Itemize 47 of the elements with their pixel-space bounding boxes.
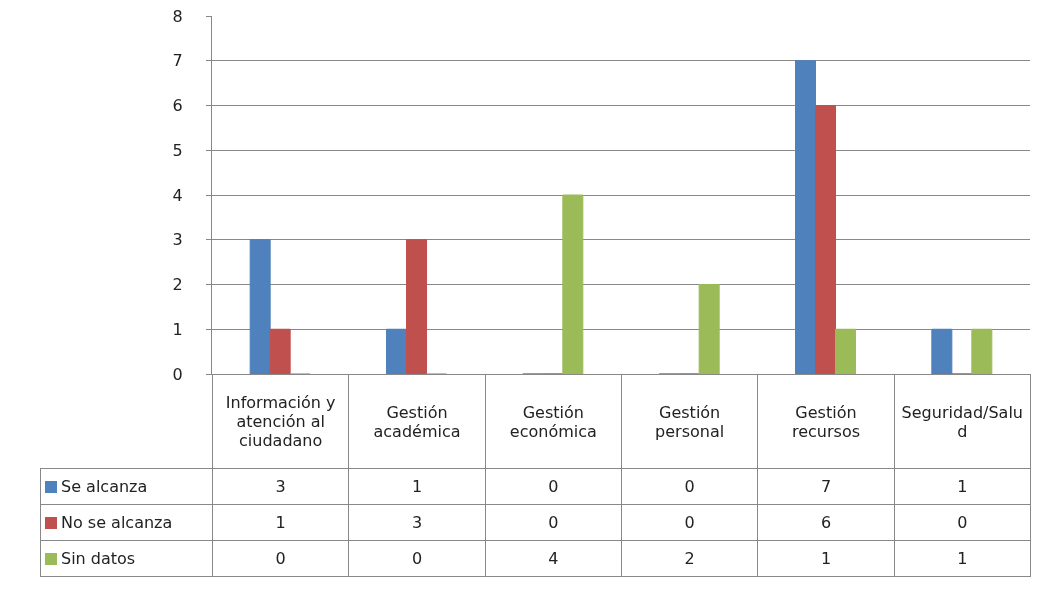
- bar: [835, 328, 856, 374]
- data-label: 1: [894, 540, 1031, 577]
- data-label: 0: [894, 504, 1031, 541]
- bar: [269, 328, 291, 374]
- data-label: 1: [348, 468, 486, 505]
- x-tick-label: Gestión recursos: [757, 374, 895, 469]
- bar: [931, 328, 953, 374]
- data-label: 6: [757, 504, 895, 541]
- y-tick-label: 7: [172, 51, 183, 71]
- data-label: 0: [621, 468, 758, 505]
- bar: [562, 194, 584, 374]
- y-tick-label: 3: [172, 230, 183, 250]
- data-label: 2: [621, 540, 758, 577]
- x-tick-label: Gestión personal: [621, 374, 758, 469]
- data-label: 0: [212, 540, 349, 577]
- data-label: 1: [894, 468, 1031, 505]
- legend-label: No se alcanza: [61, 513, 173, 532]
- y-tick-label: 0: [172, 364, 183, 384]
- x-tick-label: Seguridad/Salud: [894, 374, 1031, 469]
- data-label: 0: [348, 540, 486, 577]
- y-tick-label: 2: [172, 275, 183, 295]
- y-tick-label: 6: [172, 96, 183, 116]
- x-tick-label: Información y atención al ciudadano: [212, 374, 349, 469]
- data-label: 3: [212, 468, 349, 505]
- data-label: 1: [212, 504, 349, 541]
- data-label: 4: [485, 540, 622, 577]
- y-tick-label: 5: [172, 140, 183, 160]
- bar: [971, 328, 993, 374]
- data-label: 3: [348, 504, 486, 541]
- data-label: 0: [485, 468, 622, 505]
- x-tick-label: Gestión académica: [348, 374, 486, 469]
- y-tick-label: 4: [172, 185, 183, 205]
- y-tick-label: 1: [172, 319, 183, 339]
- y-tick-label: 8: [172, 6, 183, 26]
- legend-label: Sin datos: [61, 549, 136, 568]
- bar: [698, 284, 720, 374]
- bar: [386, 328, 407, 374]
- data-label: 7: [757, 468, 895, 505]
- bar: [815, 105, 836, 374]
- x-tick-label: Gestión económica: [485, 374, 622, 469]
- bar: [249, 239, 271, 374]
- legend-label: Se alcanza: [61, 477, 148, 496]
- data-label: 0: [621, 504, 758, 541]
- data-label: 1: [757, 540, 895, 577]
- data-label: 0: [485, 504, 622, 541]
- bar: [795, 60, 816, 374]
- bar: [406, 239, 427, 374]
